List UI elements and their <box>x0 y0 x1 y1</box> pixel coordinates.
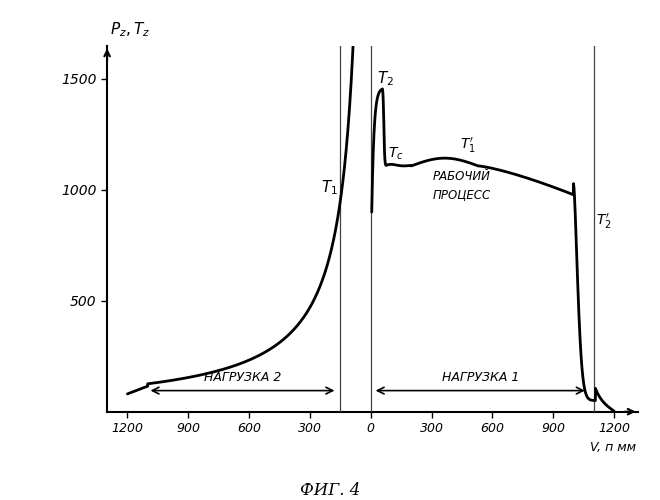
Text: НАГРУЗКА 2: НАГРУЗКА 2 <box>204 371 281 384</box>
Text: $P_z, T_z$: $P_z, T_z$ <box>110 20 150 39</box>
Text: $T_1'$: $T_1'$ <box>460 136 476 156</box>
Text: V, п мм: V, п мм <box>591 440 636 454</box>
Text: $T_c$: $T_c$ <box>388 146 404 162</box>
Text: НАГРУЗКА 1: НАГРУЗКА 1 <box>442 371 519 384</box>
Text: $T_1$: $T_1$ <box>321 178 339 197</box>
Text: $T_2'$: $T_2'$ <box>596 212 612 231</box>
Text: $T_2$: $T_2$ <box>378 69 395 88</box>
Text: РАБОЧИЙ
ПРОЦЕСС: РАБОЧИЙ ПРОЦЕСС <box>433 170 491 201</box>
Text: ФИГ. 4: ФИГ. 4 <box>300 482 360 499</box>
